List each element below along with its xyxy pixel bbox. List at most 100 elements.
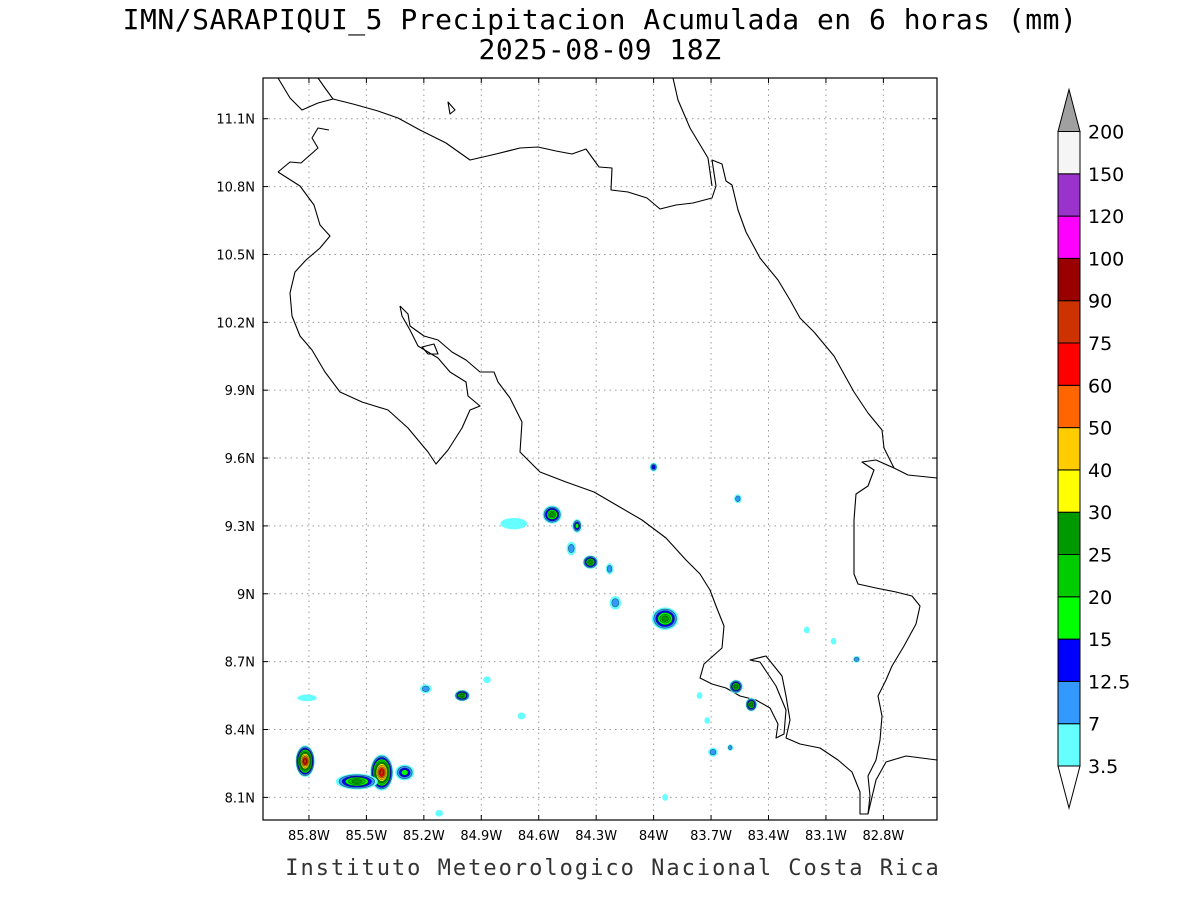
precip-contour xyxy=(728,745,733,750)
colorbar-swatch xyxy=(1057,638,1081,682)
colorbar-swatch xyxy=(1057,257,1081,302)
precip-cell xyxy=(395,764,415,781)
colorbar-swatch xyxy=(1057,680,1081,725)
coast-line xyxy=(277,127,330,173)
map-datetime: 2025-08-09 18Z xyxy=(478,33,722,66)
colorbar-label: 200 xyxy=(1088,122,1124,144)
precip-contour xyxy=(500,517,528,530)
precip-contour xyxy=(611,598,620,608)
precip-cell xyxy=(745,697,758,712)
colorbar-swatch xyxy=(1057,173,1081,217)
precip-contour xyxy=(575,523,579,529)
colorbar-swatch xyxy=(1057,384,1081,429)
lon-tick-label: 84.3W xyxy=(575,829,617,844)
colorbar-label: 40 xyxy=(1088,460,1112,482)
colorbar: 3.5 7 12.5 15 20 25 30 40 50 60 75 90 100 120 150 200 xyxy=(1057,87,1130,810)
colorbar-label: 20 xyxy=(1088,587,1112,609)
precip-contour xyxy=(709,749,717,756)
precip-cell xyxy=(335,773,378,790)
precip-cell xyxy=(651,607,679,630)
coast-line xyxy=(867,755,937,815)
lon-tick-label: 83.4W xyxy=(748,829,790,844)
precip-cell xyxy=(605,563,614,575)
precip-cell xyxy=(566,541,577,556)
lon-tick-label: 83.1W xyxy=(805,829,847,844)
plot-frame xyxy=(262,77,938,821)
colorbar-swatch xyxy=(1057,469,1081,513)
precip-contour xyxy=(651,464,656,470)
precip-contour xyxy=(549,512,555,518)
precip-contour xyxy=(297,694,317,702)
precip-contour xyxy=(351,779,363,784)
precip-contour xyxy=(401,769,409,776)
precip-cell xyxy=(295,745,315,778)
precip-cell xyxy=(483,676,491,684)
precip-contour xyxy=(734,684,738,689)
lat-tick-label: 10.8N xyxy=(216,181,255,196)
precip-contour xyxy=(735,495,741,502)
precip-contour xyxy=(749,702,753,707)
precip-cell xyxy=(609,596,622,610)
lon-tick-label: 85.8W xyxy=(288,829,330,844)
latitude-axis: 11.1N 10.8N 10.5N 10.2N 9.9N 9.6N 9.3N 9N 8.7N 8.… xyxy=(216,113,937,806)
colorbar-label: 120 xyxy=(1088,206,1124,228)
lat-tick-label: 10.5N xyxy=(216,248,255,263)
lat-tick-label: 8.7N xyxy=(225,656,255,671)
precip-contour xyxy=(696,692,703,699)
lat-tick-label: 9.3N xyxy=(225,520,255,535)
grid-lines xyxy=(263,78,937,820)
colorbar-label: 75 xyxy=(1088,333,1112,355)
lat-tick-label: 9.9N xyxy=(225,384,255,399)
precip-cell xyxy=(454,689,470,702)
lat-tick-label: 9N xyxy=(237,588,255,603)
precip-contour xyxy=(421,685,430,692)
lon-tick-label: 84W xyxy=(639,829,669,844)
lon-tick-label: 84.9W xyxy=(460,829,502,844)
colorbar-label: 150 xyxy=(1088,164,1124,186)
precip-contour xyxy=(568,544,575,554)
colorbar-swatch xyxy=(1057,511,1081,556)
colorbar-swatch xyxy=(1057,427,1081,471)
lat-tick-label: 8.4N xyxy=(225,724,255,739)
precip-contour xyxy=(606,565,613,573)
precip-cell xyxy=(542,505,562,524)
lon-tick-label: 85.2W xyxy=(403,829,445,844)
coast-line xyxy=(277,171,481,465)
colorbar-label: 90 xyxy=(1088,291,1112,313)
colorbar-swatch xyxy=(1057,723,1081,767)
colorbar-swatch xyxy=(1057,300,1081,344)
lat-tick-label: 9.6N xyxy=(225,452,255,467)
lat-tick-label: 10.2N xyxy=(216,316,255,331)
lon-tick-label: 83.7W xyxy=(690,829,732,844)
colorbar-label: 3.5 xyxy=(1088,756,1118,778)
precip-contour xyxy=(435,809,443,817)
precip-cell xyxy=(708,747,718,757)
precip-contour xyxy=(853,656,860,662)
precip-contour xyxy=(830,637,837,645)
colorbar-swatch xyxy=(1057,131,1081,175)
colorbar-label: 50 xyxy=(1088,418,1112,440)
precip-cell xyxy=(582,555,599,569)
coast-line xyxy=(447,101,456,115)
colorbar-label: 25 xyxy=(1088,545,1112,567)
coast-line xyxy=(399,305,921,815)
precip-cell xyxy=(729,679,743,694)
precip-cell xyxy=(734,494,742,504)
longitude-axis: 85.8W 85.5W 85.2W 84.9W 84.6W 84.3W 84W 83.7W 83… xyxy=(288,78,904,844)
coastline xyxy=(277,78,937,815)
colorbar-label: 12.5 xyxy=(1088,671,1130,693)
precip-cell xyxy=(852,655,861,663)
colorbar-label: 60 xyxy=(1088,375,1112,397)
precip-contour xyxy=(379,769,384,776)
colorbar-label: 30 xyxy=(1088,502,1112,524)
colorbar-swatch xyxy=(1057,215,1081,259)
colorbar-swatch xyxy=(1057,596,1081,640)
coast-line xyxy=(421,343,439,355)
credit-line: Instituto Meteorologico Nacional Costa R… xyxy=(285,856,941,881)
precip-cell xyxy=(803,626,810,634)
colorbar-label: 15 xyxy=(1088,629,1112,651)
colorbar-swatch xyxy=(1057,554,1081,598)
coast-line xyxy=(317,78,334,100)
precip-cell xyxy=(830,637,837,645)
